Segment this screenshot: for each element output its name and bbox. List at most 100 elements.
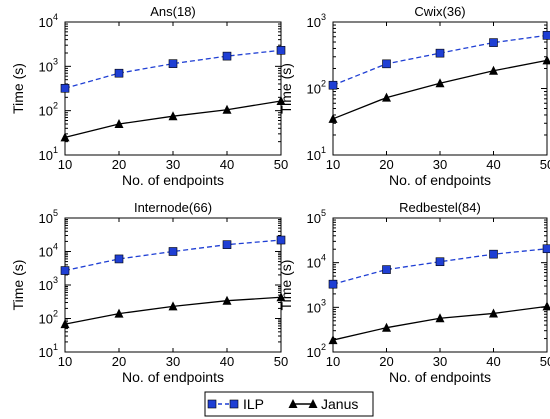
y-tick-label: 10 [307, 345, 321, 360]
legend-ilp-marker [207, 399, 217, 409]
y-tick-exponent: 3 [321, 12, 326, 22]
panel-1: Cwix(36)1020304050101102103No. of endpoi… [278, 4, 550, 188]
y-tick-label: 10 [39, 245, 53, 260]
chart-title: Ans(18) [150, 4, 196, 19]
ilp-data-point [382, 59, 391, 69]
x-tick-label: 10 [326, 354, 340, 369]
chart-title: Cwix(36) [414, 4, 465, 19]
x-tick-label: 40 [220, 354, 234, 369]
y-tick-exponent: 1 [321, 145, 326, 155]
ilp-data-point [60, 266, 70, 275]
x-tick-label: 10 [326, 157, 340, 172]
janus-data-point [60, 319, 70, 329]
x-tick-label: 10 [58, 354, 72, 369]
ilp-data-point [114, 68, 124, 78]
y-tick-exponent: 2 [53, 309, 58, 319]
legend: ILP Janus [204, 391, 374, 417]
x-tick-label: 20 [379, 157, 393, 172]
y-axis-label: Time (s) [278, 63, 294, 114]
y-tick-exponent: 5 [321, 208, 326, 218]
y-tick-label: 10 [39, 345, 53, 360]
y-tick-label: 10 [307, 15, 321, 30]
y-tick-label: 10 [39, 211, 53, 226]
janus-data-point [114, 119, 124, 129]
x-tick-label: 40 [220, 157, 234, 172]
chart-title: Internode(66) [134, 200, 212, 215]
y-tick-exponent: 4 [53, 242, 58, 252]
janus-data-point [489, 65, 498, 75]
janus-data-point [435, 78, 445, 88]
legend-ilp-label: ILP [243, 396, 264, 412]
janus-data-point [60, 132, 70, 142]
ilp-data-point [222, 240, 232, 249]
y-tick-exponent: 3 [53, 56, 58, 66]
plot-frame [64, 21, 282, 156]
ilp-series-line [332, 248, 548, 285]
y-tick-label: 10 [39, 312, 53, 327]
legend-janus-marker [308, 399, 318, 408]
y-tick-label: 10 [39, 148, 53, 163]
chart-title: Redbestel(84) [399, 200, 481, 215]
janus-series-line [332, 305, 548, 341]
y-tick-exponent: 2 [321, 79, 326, 89]
x-tick-label: 30 [433, 157, 447, 172]
y-axis-label: Time (s) [10, 260, 26, 311]
y-tick-exponent: 4 [53, 12, 58, 22]
plot-frame [332, 21, 548, 156]
legend-janus-marker [288, 399, 298, 408]
x-tick-label: 10 [58, 157, 72, 172]
x-axis-label: No. of endpoints [389, 172, 491, 188]
y-tick-label: 10 [307, 82, 321, 97]
x-tick-label: 30 [166, 157, 180, 172]
ilp-data-point [60, 83, 70, 93]
x-axis-label: No. of endpoints [122, 172, 224, 188]
plot-frame [64, 217, 282, 353]
ilp-data-point [276, 235, 286, 245]
y-tick-label: 10 [307, 256, 321, 271]
y-tick-label: 10 [307, 300, 321, 315]
ilp-data-point [489, 249, 498, 259]
janus-series-line [332, 59, 548, 120]
y-tick-exponent: 4 [321, 253, 326, 263]
janus-data-point [222, 104, 232, 114]
ilp-data-point [168, 247, 178, 256]
janus-series-line [64, 296, 282, 325]
ilp-data-point [489, 38, 498, 47]
ilp-data-point [114, 254, 124, 264]
y-tick-exponent: 5 [53, 208, 58, 218]
y-tick-label: 10 [39, 278, 53, 293]
y-tick-exponent: 1 [53, 342, 58, 352]
y-tick-label: 10 [39, 59, 53, 74]
y-axis-label: Time (s) [278, 260, 294, 311]
ilp-data-point [328, 80, 338, 90]
y-tick-exponent: 1 [53, 145, 58, 155]
ilp-series-line [332, 34, 548, 86]
ilp-data-point [276, 45, 286, 55]
janus-data-point [276, 96, 286, 106]
x-tick-label: 20 [379, 354, 393, 369]
ilp-series-line [64, 239, 282, 272]
plot-frame [332, 217, 548, 353]
x-tick-label: 20 [112, 354, 126, 369]
y-tick-exponent: 2 [53, 101, 58, 111]
ilp-data-point [435, 257, 445, 267]
x-tick-label: 40 [486, 157, 500, 172]
y-axis-label: Time (s) [10, 63, 26, 114]
y-tick-label: 10 [39, 15, 53, 30]
x-tick-label: 20 [112, 157, 126, 172]
x-tick-label: 50 [540, 157, 550, 172]
janus-data-point [382, 92, 391, 102]
janus-data-point [168, 301, 178, 311]
legend-ilp-marker [229, 399, 239, 409]
janus-data-point [382, 322, 391, 332]
x-tick-label: 50 [274, 157, 288, 172]
janus-data-point [489, 308, 498, 318]
janus-data-point [276, 292, 286, 302]
y-tick-exponent: 3 [53, 275, 58, 285]
x-tick-label: 50 [540, 354, 550, 369]
x-tick-label: 30 [433, 354, 447, 369]
y-tick-exponent: 3 [321, 297, 326, 307]
x-tick-label: 30 [166, 354, 180, 369]
